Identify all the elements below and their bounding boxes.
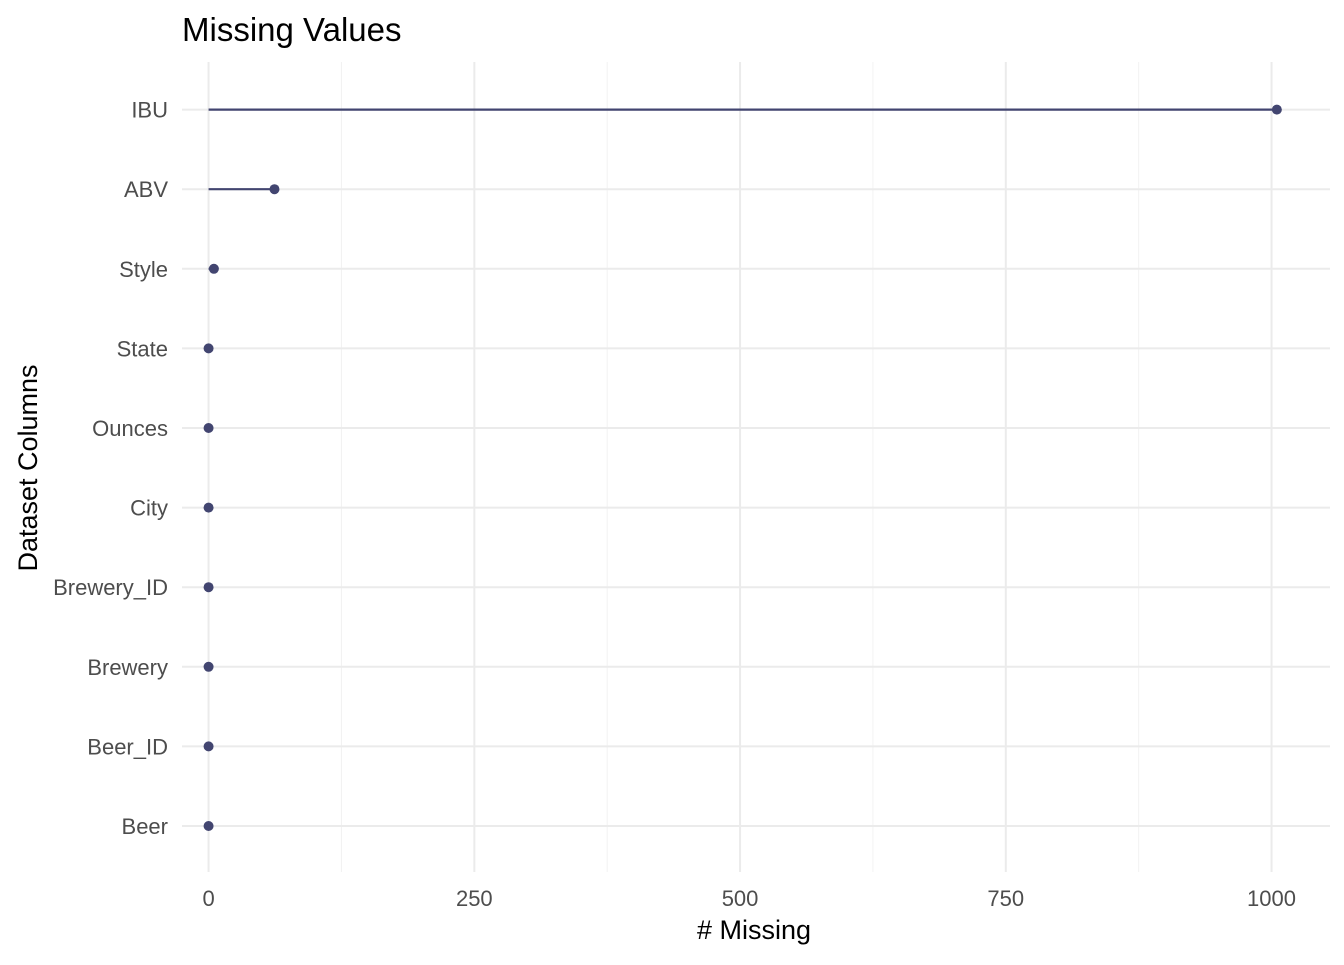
x-tick-label: 1000 <box>1247 886 1296 911</box>
x-tick-label: 750 <box>987 886 1024 911</box>
x-axis-title: # Missing <box>697 915 811 945</box>
y-tick-labels: Beer Beer_ID Brewery Brewery_ID City Ounces St… <box>53 98 168 839</box>
x-tick-labels: 0 250 500 750 1000 <box>202 886 1296 911</box>
y-tick-label: Beer <box>122 814 168 839</box>
lollipop-point <box>1271 104 1282 115</box>
lollipop-point <box>203 661 214 672</box>
y-tick-label: Style <box>119 257 168 282</box>
y-tick-label: ABV <box>124 177 168 202</box>
lollipop-point <box>203 582 214 593</box>
y-axis-title: Dataset Columns <box>13 364 43 571</box>
grid-layer <box>182 62 1330 872</box>
lollipop-point <box>203 741 214 752</box>
y-tick-label: Beer_ID <box>87 734 168 759</box>
y-tick-label: Brewery_ID <box>53 575 168 600</box>
lollipop-point <box>269 184 280 195</box>
lollipop-point <box>203 343 214 354</box>
y-tick-label: IBU <box>131 98 168 123</box>
lollipop-marks <box>203 104 1282 831</box>
chart-title: Missing Values <box>182 11 401 48</box>
x-tick-label: 0 <box>202 886 214 911</box>
lollipop-point <box>203 423 214 433</box>
lollipop-point <box>203 821 214 831</box>
y-tick-label: State <box>117 336 168 361</box>
y-tick-label: Ounces <box>92 416 168 441</box>
lollipop-point <box>208 263 219 274</box>
y-tick-label: City <box>130 496 168 521</box>
x-tick-label: 250 <box>456 886 493 911</box>
x-tick-label: 500 <box>722 886 759 911</box>
y-tick-label: Brewery <box>87 655 168 680</box>
lollipop-point <box>203 502 214 513</box>
